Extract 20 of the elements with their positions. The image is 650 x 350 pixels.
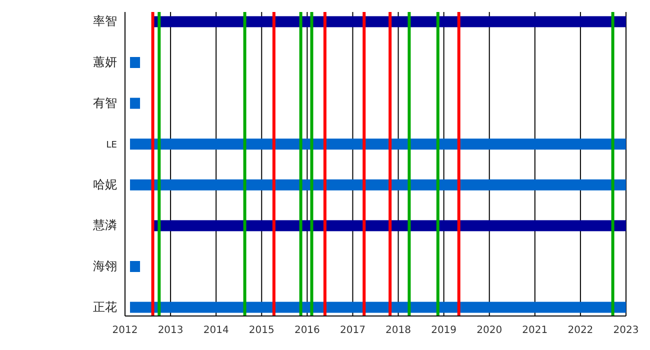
x-tick-label: 2013 <box>158 325 184 336</box>
x-tick-label: 2018 <box>386 325 411 336</box>
y-tick-label: 哈妮 <box>93 177 117 192</box>
x-tick-label: 2023 <box>613 325 639 336</box>
x-tick-label: 2019 <box>431 325 457 336</box>
y-tick-label: 有智 <box>93 96 117 110</box>
y-tick-label: 蕙妍 <box>93 55 117 69</box>
y-tick-label: LE <box>106 140 118 151</box>
x-tick-label: 2015 <box>248 325 274 336</box>
y-tick-label: 率智 <box>93 14 117 28</box>
y-tick-label: 海翎 <box>93 259 117 273</box>
x-tick-label: 2014 <box>203 325 229 336</box>
x-tick-label: 2022 <box>568 325 594 336</box>
x-tick-label: 2017 <box>340 325 366 336</box>
y-tick-label: 正花 <box>93 300 117 314</box>
x-tick-label: 2021 <box>522 325 548 336</box>
y-tick-label: 慧潾 <box>92 218 117 232</box>
x-tick-label: 2016 <box>294 325 320 336</box>
x-tick-label: 2020 <box>476 325 502 336</box>
x-tick-label: 2012 <box>112 325 138 336</box>
